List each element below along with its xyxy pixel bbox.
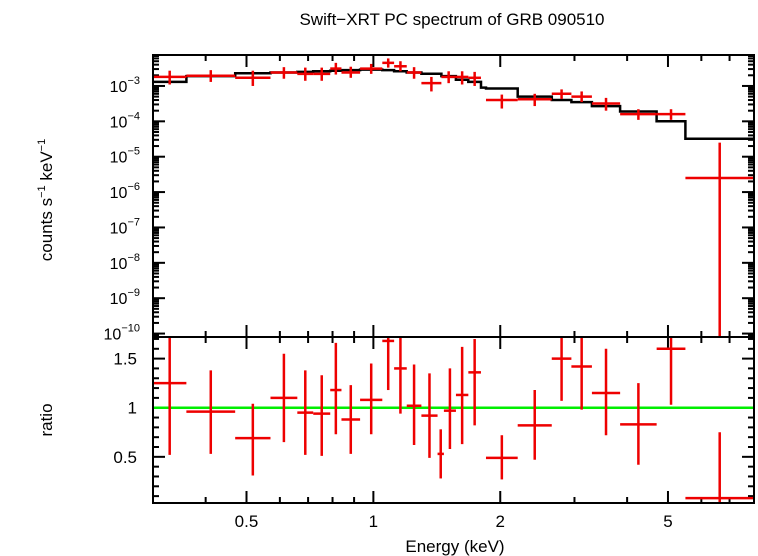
- ratio-point: [297, 370, 314, 455]
- data-point: [406, 67, 422, 79]
- ratio-point: [406, 364, 422, 446]
- ratio-series: [153, 337, 754, 503]
- ratio-point: [591, 348, 621, 436]
- ratio-point: [313, 375, 331, 456]
- data-point: [468, 71, 481, 86]
- ratio-point: [443, 368, 456, 449]
- data-point: [485, 94, 518, 109]
- x-tick-label: 5: [663, 512, 672, 531]
- ratio-point: [270, 353, 298, 443]
- ratio-point: [341, 385, 361, 454]
- data-point: [421, 76, 442, 92]
- data-point: [235, 70, 271, 86]
- ratio-point: [437, 429, 444, 479]
- ratio-point: [153, 337, 187, 455]
- data-point: [186, 70, 236, 82]
- ratio-point: [394, 337, 407, 414]
- x-tick-label: 2: [496, 512, 505, 531]
- data-point: [270, 67, 298, 79]
- y-tick-label: 10−9: [110, 287, 140, 308]
- y-tick-label: 10−4: [110, 110, 140, 131]
- y-tick-label: 1.5: [113, 350, 137, 369]
- data-point: [551, 89, 572, 99]
- data-point: [341, 66, 361, 78]
- data-point: [382, 58, 395, 68]
- ratio-point: [235, 403, 271, 476]
- data-point: [517, 93, 552, 107]
- ratio-point: [360, 363, 383, 435]
- x-axis-label: Energy (keV): [405, 537, 504, 556]
- ratio-point: [485, 435, 518, 480]
- ratio-point: [186, 370, 236, 454]
- ratio-point: [551, 337, 572, 401]
- y-tick-label: 10−6: [110, 181, 140, 202]
- x-tick-labels: 0.5 1 2 5: [235, 512, 673, 531]
- spectrum-y-axis-label: counts s−1 keV−1: [36, 139, 56, 261]
- ratio-point: [330, 342, 342, 435]
- ratio-point: [517, 390, 552, 460]
- model-series: [153, 68, 754, 141]
- data-point: [330, 62, 342, 75]
- data-point: [455, 71, 469, 85]
- data-point: [153, 70, 187, 85]
- data-point: [685, 142, 754, 337]
- data-point: [620, 109, 657, 120]
- ratio-point: [455, 346, 469, 445]
- data-series: [153, 58, 754, 337]
- ratio-point: [421, 373, 438, 458]
- data-point: [360, 63, 383, 74]
- y-tick-label: 10−3: [110, 75, 140, 96]
- y-tick-label: 10−10: [104, 323, 140, 344]
- ratio-y-axis-label: ratio: [37, 403, 56, 436]
- x-tick-label: 1: [369, 512, 378, 531]
- ratio-point: [382, 337, 395, 391]
- data-point: [591, 97, 621, 111]
- y-tick-label: 1: [128, 399, 137, 418]
- model-step-line: [153, 68, 754, 141]
- ratio-y-tick-labels: 0.5 1 1.5: [113, 350, 137, 467]
- y-tick-label: 10−5: [110, 146, 140, 167]
- data-point: [656, 109, 686, 120]
- y-tick-label: 10−8: [110, 252, 140, 273]
- spectrum-y-tick-labels: 10−3 10−4 10−5 10−6 10−7 10−8 10−9 10−10: [104, 75, 140, 344]
- data-point: [571, 91, 592, 103]
- chart-title: Swift−XRT PC spectrum of GRB 090510: [299, 10, 604, 29]
- data-point: [313, 67, 331, 81]
- data-point: [441, 71, 456, 84]
- data-point: [297, 67, 314, 81]
- y-tick-label: 0.5: [113, 448, 137, 467]
- ratio-panel: 0.5 1 1.5: [113, 336, 755, 504]
- ratio-point: [656, 337, 686, 405]
- ratio-point: [685, 432, 754, 503]
- ratio-frame: [152, 336, 755, 504]
- ratio-point: [468, 338, 481, 426]
- ratio-point: [571, 337, 592, 410]
- ratio-point: [620, 383, 657, 465]
- data-point: [394, 61, 407, 72]
- x-tick-label: 0.5: [235, 512, 259, 531]
- y-tick-label: 10−7: [110, 216, 140, 237]
